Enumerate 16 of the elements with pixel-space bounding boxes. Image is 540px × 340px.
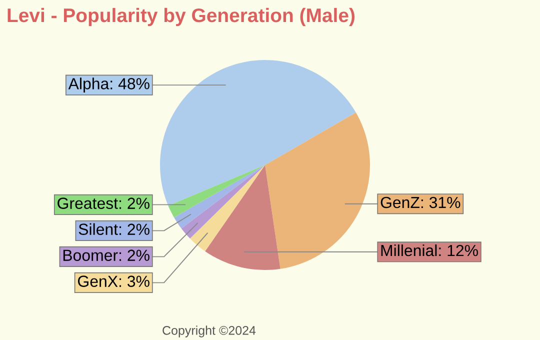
pie-slice [168,165,265,218]
text: Copyright ©2024 [162,326,256,338]
pie-slice [265,112,370,269]
pie-slice [205,165,280,270]
slice-label: Greatest: 2% [58,198,150,209]
pie-slice [190,165,265,252]
pie-slice [181,165,265,238]
slice-label: Boomer: 2% [63,250,150,261]
slice-label: GenZ: 31% [380,196,460,208]
slice-label: GenX: 3% [78,276,150,287]
pie-slice [174,165,265,228]
pie-slice [160,60,356,206]
slice-label: Millenial: 12% [381,244,478,256]
chart-title: Levi - Popularity by Generation (Male) [8,8,354,26]
slice-label: Alpha: 48% [68,78,150,92]
slice-label: Silent: 2% [78,223,150,235]
